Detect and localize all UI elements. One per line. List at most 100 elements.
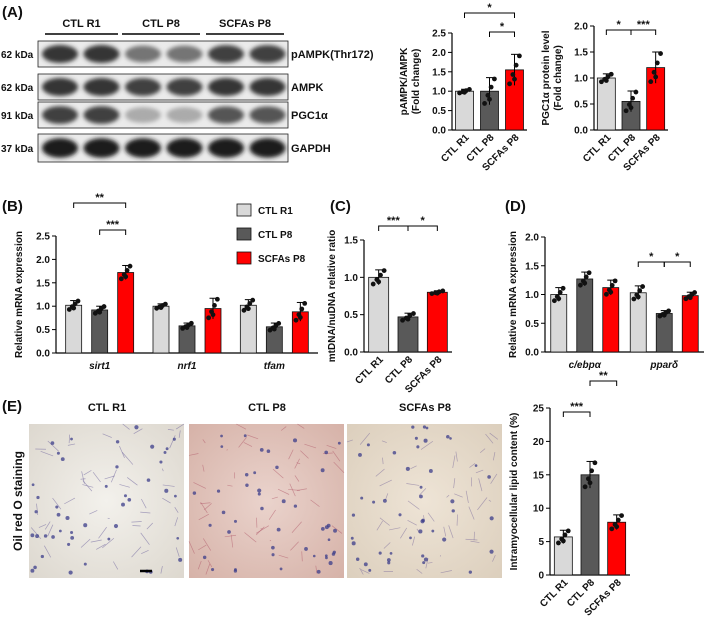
fiber-boundary (272, 468, 284, 479)
panel-label-c: (C) (330, 198, 351, 215)
blot-strip (37, 101, 289, 129)
data-point (556, 296, 562, 302)
y-tick-label: 0.5 (432, 106, 446, 117)
kda-label: 62 kDa (1, 50, 34, 61)
fiber-boundary (278, 554, 289, 559)
fiber-boundary (300, 450, 309, 459)
nucleus (372, 500, 376, 504)
fiber-boundary (174, 507, 179, 513)
data-point (562, 532, 568, 538)
nucleus (350, 536, 354, 540)
nucleus (320, 468, 325, 473)
blot-band (249, 45, 286, 63)
fiber-boundary (202, 439, 206, 444)
data-point (492, 76, 497, 82)
data-point (507, 81, 512, 87)
chart-d-mrna: 0.0 0.5 1.0 1.5 2.0 Relative mRNA expression c… (508, 231, 704, 371)
fiber-boundary (383, 542, 391, 549)
fiber-boundary (492, 451, 496, 461)
chart-pampk-ampk: 0.0 0.5 1.0 1.5 2.0 2.5 pAMPK/AMPK (Fold change… (399, 2, 527, 174)
nucleus (442, 537, 447, 542)
nucleus (422, 561, 426, 565)
bar (91, 309, 109, 354)
fiber-boundary (44, 521, 51, 530)
panel-label-e: (E) (2, 398, 22, 415)
fiber-boundary (427, 562, 433, 564)
fiber-boundary (452, 455, 456, 469)
fiber-boundary (119, 484, 130, 488)
data-point (250, 297, 256, 303)
fiber-boundary (112, 561, 119, 570)
nucleus (450, 499, 455, 504)
significance-bracket (489, 31, 515, 37)
lane-label: SCFAs P8 (219, 18, 271, 30)
nucleus (398, 513, 402, 517)
nucleus (253, 471, 257, 475)
kda-label: 37 kDa (1, 144, 34, 155)
data-point (118, 276, 124, 282)
fiber-boundary (406, 483, 420, 486)
data-point (628, 105, 634, 111)
nucleus (358, 452, 362, 457)
nucleus (316, 569, 321, 574)
data-point (158, 305, 164, 311)
legend-swatch (236, 227, 252, 241)
data-point (210, 312, 216, 318)
fiber-boundary (247, 434, 259, 440)
nucleus (386, 558, 391, 562)
blot-band (42, 138, 78, 158)
fiber-boundary (448, 525, 454, 539)
data-point (440, 288, 446, 294)
nucleus (176, 536, 180, 540)
blot-band (125, 107, 161, 123)
data-point (612, 278, 618, 284)
nucleus (449, 437, 452, 440)
y-axis-label: PGC1α protein level (541, 30, 552, 125)
nucleus (360, 496, 364, 500)
data-point (608, 71, 614, 77)
nucleus (123, 494, 127, 498)
fiber-boundary (375, 468, 385, 477)
histology-images: CTL R1 CTL P8 SCFAs P8 Oil red O staining (11, 402, 502, 578)
blot-strip (37, 40, 289, 68)
nucleus (227, 530, 231, 534)
fiber-boundary (36, 503, 39, 516)
significance-bracket (630, 29, 657, 35)
nucleus (216, 489, 221, 493)
data-point (276, 321, 282, 326)
y-tick-label: 1.5 (344, 236, 358, 247)
nucleus (337, 441, 341, 445)
nucleus (271, 545, 275, 550)
fiber-boundary (469, 463, 476, 468)
fiber-boundary (127, 477, 138, 486)
fiber-boundary (418, 488, 427, 496)
fiber-boundary (102, 433, 112, 438)
legend-label: CTL R1 (258, 206, 293, 217)
data-point (462, 89, 467, 95)
data-point (245, 306, 251, 312)
fiber-boundary (297, 423, 305, 429)
fiber-boundary (294, 475, 300, 482)
nucleus (451, 509, 455, 513)
data-point (661, 312, 667, 318)
bar (426, 291, 448, 353)
nucleus (431, 529, 435, 533)
fiber-boundary (244, 532, 257, 543)
blot-band (208, 138, 244, 158)
fiber-boundary (332, 450, 341, 462)
nucleus (121, 502, 125, 507)
histology-image (29, 424, 184, 578)
fiber-boundary (331, 525, 343, 534)
legend-label: CTL P8 (258, 230, 293, 241)
fiber-boundary (52, 497, 62, 510)
bar (550, 294, 568, 353)
fiber-boundary (40, 451, 54, 457)
kda-label: 62 kDa (1, 83, 34, 94)
nucleus (211, 567, 215, 572)
nucleus (178, 557, 183, 562)
data-point (609, 526, 615, 532)
y-tick-label: 1.5 (36, 278, 50, 289)
fiber-boundary (236, 423, 247, 430)
data-point (467, 87, 472, 92)
nucleus (489, 516, 494, 521)
